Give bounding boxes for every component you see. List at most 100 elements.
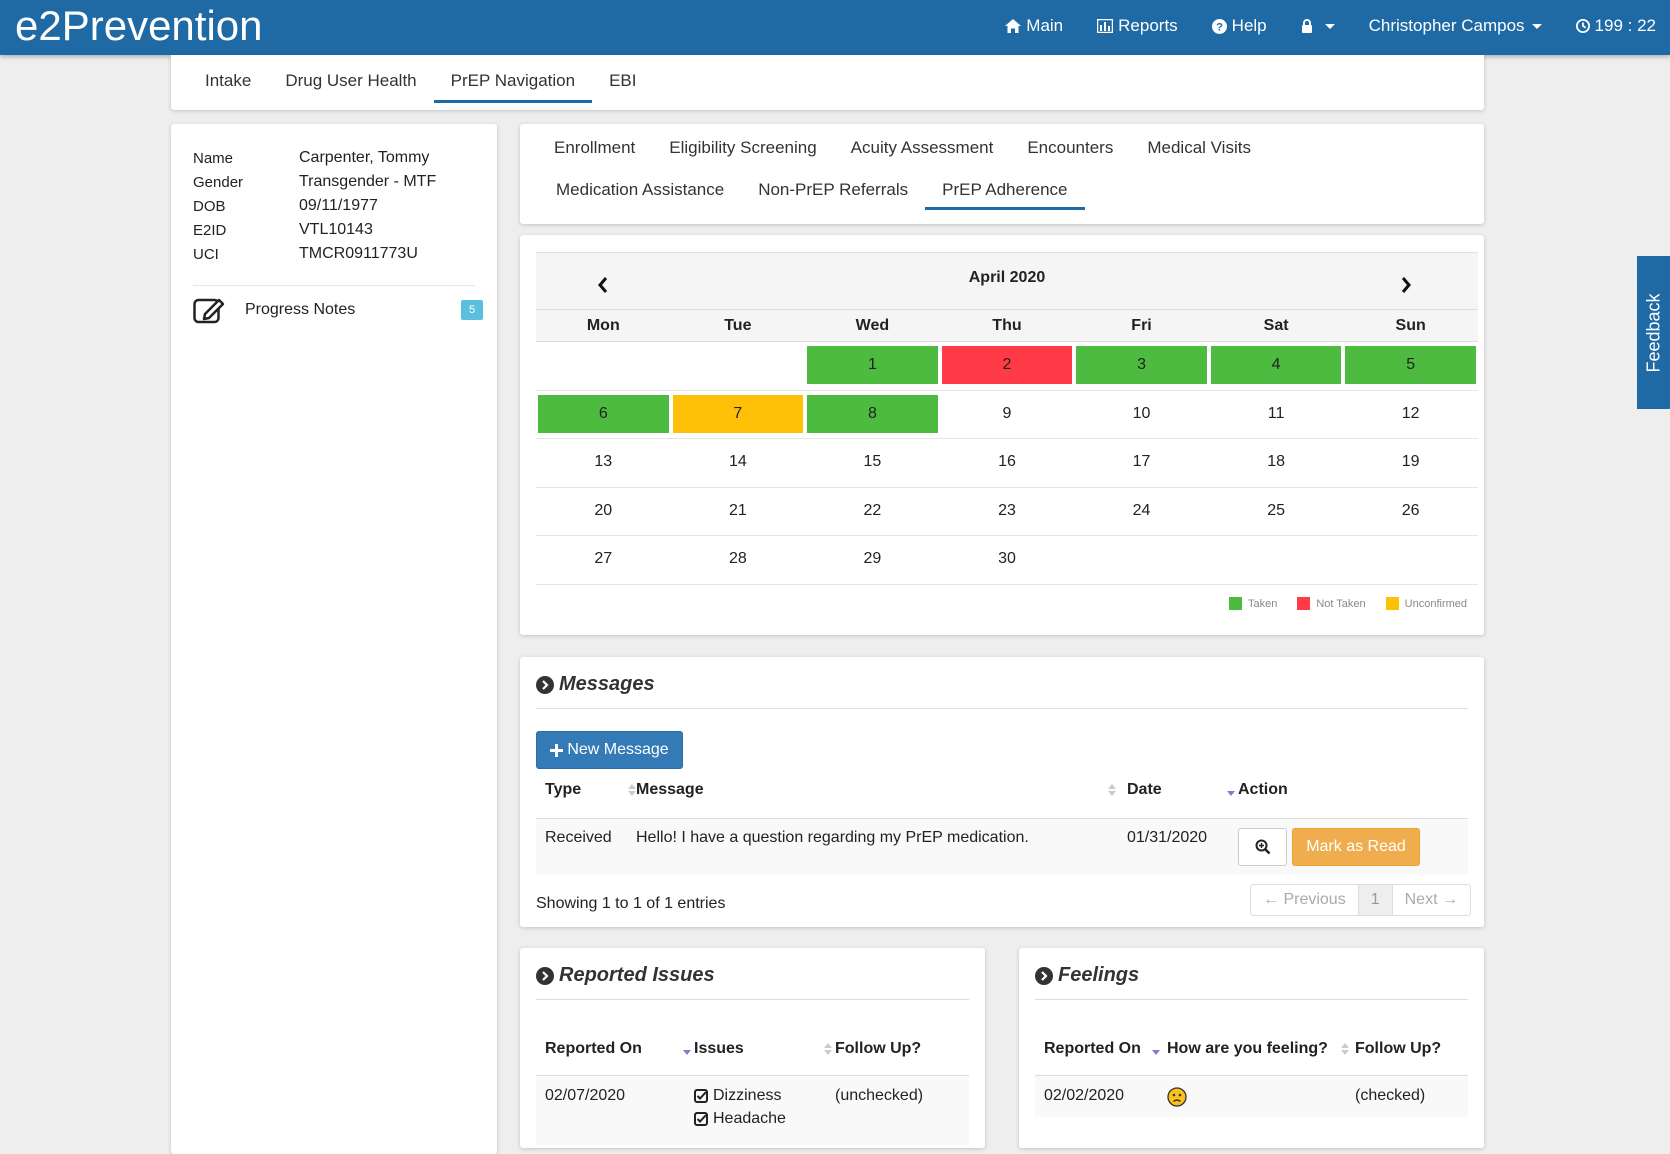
calendar-day-17[interactable]: 17 (1132, 453, 1151, 470)
calendar-day-21[interactable]: 21 (728, 501, 747, 519)
calendar-day-28[interactable]: 28 (728, 550, 747, 567)
chevron-left-icon (598, 277, 608, 293)
info-value: TMCR0911773U (299, 245, 418, 262)
calendar-day-5[interactable]: 5 (1345, 346, 1476, 384)
info-value: Carpenter, Tommy (299, 149, 430, 166)
calendar-day-24[interactable]: 24 (1132, 501, 1151, 519)
nav-help[interactable]: ? Help (1211, 16, 1267, 36)
calendar-day-12[interactable]: 12 (1401, 404, 1420, 422)
reported-issues-title[interactable]: Reported Issues (536, 964, 715, 987)
calendar-day-25[interactable]: 25 (1267, 501, 1285, 519)
day-name-tue: Tue (724, 317, 752, 334)
nav-main[interactable]: Main (1005, 16, 1063, 36)
info-label: UCI (193, 245, 219, 263)
mark-as-read-button[interactable]: Mark as Read (1292, 828, 1420, 866)
pagination-previous[interactable]: ← Previous (1251, 885, 1359, 915)
col-reported-on-header[interactable]: Reported On (545, 1040, 691, 1058)
tab-prep-adherence[interactable]: PrEP Adherence (925, 170, 1085, 210)
calendar-day-13[interactable]: 13 (594, 453, 613, 470)
chevron-down-icon (1531, 23, 1542, 29)
calendar-day-14[interactable]: 14 (728, 453, 747, 470)
brand-logo[interactable]: e2Prevention (15, 2, 263, 49)
calendar-day-30[interactable]: 30 (998, 550, 1016, 567)
calendar-day-1[interactable]: 1 (807, 346, 938, 384)
calendar-day-18[interactable]: 18 (1267, 453, 1285, 470)
legend-swatch (1385, 597, 1399, 610)
feedback-tab[interactable]: Feedback (1637, 256, 1670, 409)
tab-enrollment[interactable]: Enrollment (554, 138, 636, 157)
calendar-cell: 14 (671, 439, 806, 487)
messages-pagination: ← Previous 1 Next → (1250, 884, 1471, 916)
tab-encounters[interactable]: Encounters (1027, 138, 1114, 157)
calendar-week: 13 14 15 16 17 18 19 (536, 439, 1478, 488)
calendar-day-3[interactable]: 3 (1076, 346, 1207, 384)
calendar-day-11[interactable]: 11 (1267, 404, 1285, 422)
session-timer: 199 : 22 (1575, 16, 1656, 36)
calendar-day-2[interactable]: 2 (941, 346, 1073, 384)
calendar-day-15[interactable]: 15 (863, 453, 882, 470)
question-circle-icon: ? (1211, 18, 1227, 34)
calendar-day-16[interactable]: 16 (998, 453, 1016, 470)
chevron-circle-right-icon (536, 966, 554, 985)
feelings-title[interactable]: Feelings (1035, 964, 1139, 987)
tab-medical-visits[interactable]: Medical Visits (1147, 138, 1251, 157)
tab-prep-navigation[interactable]: PrEP Navigation (433, 61, 593, 103)
tab-intake[interactable]: Intake (205, 71, 252, 90)
info-value: VTL10143 (299, 221, 373, 238)
calendar-day-23[interactable]: 23 (998, 501, 1016, 519)
new-message-button[interactable]: New Message (536, 731, 683, 769)
calendar-day-8[interactable]: 8 (807, 394, 938, 433)
calendar-cell: 13 (536, 439, 671, 487)
calendar-cell: 1 (805, 342, 940, 390)
calendar-day-29[interactable]: 29 (863, 550, 882, 567)
view-message-button[interactable] (1238, 828, 1287, 866)
next-month-button[interactable] (1391, 270, 1421, 300)
calendar-cell: 24 (1074, 488, 1209, 536)
calendar-cell: 28 (671, 536, 806, 584)
nav-user-dropdown[interactable]: Christopher Campos (1369, 16, 1542, 36)
tab-medication-assistance[interactable]: Medication Assistance (556, 180, 725, 199)
messages-title[interactable]: Messages (536, 673, 655, 696)
tab-ebi[interactable]: EBI (609, 71, 637, 90)
issues-title-divider (536, 999, 969, 1000)
col-message-header[interactable]: Message (636, 781, 1116, 799)
col-date-header[interactable]: Date (1127, 781, 1235, 799)
tab-non-prep-referrals[interactable]: Non-PrEP Referrals (758, 180, 909, 199)
legend-swatch (1297, 597, 1311, 610)
tab-acuity-assessment[interactable]: Acuity Assessment (850, 138, 994, 157)
calendar-day-27[interactable]: 27 (594, 550, 613, 567)
calendar-day-26[interactable]: 26 (1401, 501, 1420, 519)
calendar-day-19[interactable]: 19 (1401, 453, 1420, 470)
tab-eligibility-screening[interactable]: Eligibility Screening (669, 138, 817, 157)
pagination-page-1[interactable]: 1 (1358, 885, 1393, 915)
calendar-day-10[interactable]: 10 (1132, 404, 1151, 422)
calendar-week: 27 28 29 30 (536, 536, 1478, 585)
info-label: E2ID (193, 221, 227, 239)
calendar-day-22[interactable]: 22 (863, 501, 882, 519)
nav-reports[interactable]: Reports (1097, 16, 1178, 36)
sub-tabs-panel: Enrollment Eligibility Screening Acuity As… (520, 124, 1484, 224)
nav-lock-dropdown[interactable] (1301, 19, 1335, 33)
col-feelings-reported-on-header[interactable]: Reported On (1044, 1040, 1160, 1058)
calendar-day-6[interactable]: 6 (538, 394, 669, 433)
progress-notes-label: Progress Notes (245, 301, 356, 318)
progress-notes-link[interactable]: Progress Notes 5 (193, 292, 483, 328)
calendar-day-20[interactable]: 20 (594, 501, 613, 519)
pagination-next[interactable]: Next → (1404, 891, 1458, 908)
legend-taken: Taken (1228, 597, 1277, 610)
calendar-cell: 25 (1209, 488, 1344, 536)
col-type-header[interactable]: Type (545, 781, 636, 799)
prev-month-button[interactable] (588, 270, 618, 300)
col-feelings-follow-up-label: Follow Up? (1355, 1040, 1442, 1057)
info-value: 09/11/1977 (299, 197, 378, 214)
calendar-day-9[interactable]: 9 (1002, 404, 1012, 422)
calendar-cell: 19 (1343, 439, 1478, 487)
calendar-cell (1209, 536, 1344, 584)
calendar-day-4[interactable]: 4 (1210, 346, 1342, 384)
col-issues-header[interactable]: Issues (694, 1040, 832, 1058)
calendar-cell: 10 (1074, 391, 1209, 439)
col-feeling-header[interactable]: How are you feeling? (1167, 1040, 1349, 1058)
tab-drug-user-health[interactable]: Drug User Health (285, 71, 417, 90)
messages-entries-info: Showing 1 to 1 of 1 entries (536, 895, 726, 912)
calendar-day-7[interactable]: 7 (672, 394, 804, 433)
